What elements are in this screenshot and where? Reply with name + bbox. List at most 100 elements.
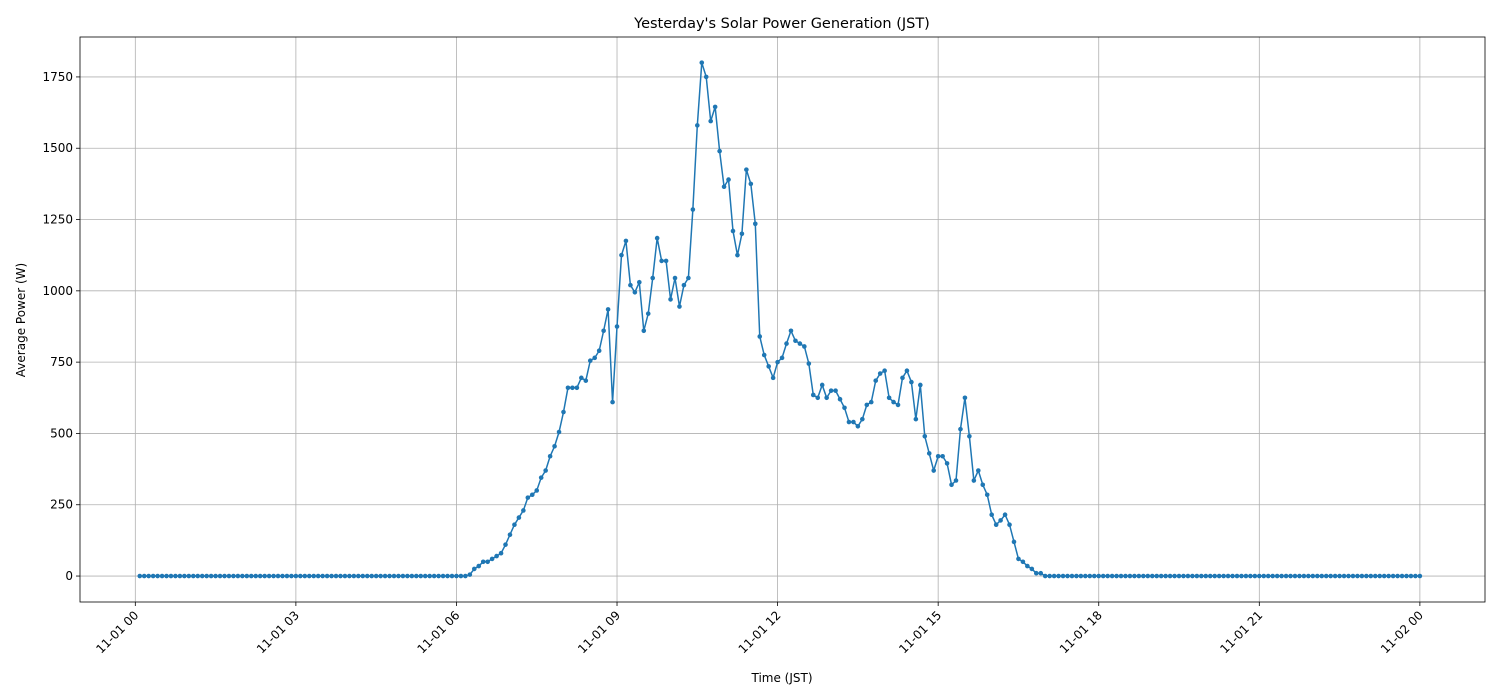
x-tick-label: 11-01 18	[1057, 608, 1105, 656]
point	[1225, 573, 1231, 579]
point	[1199, 573, 1204, 579]
point	[703, 74, 709, 80]
point	[1390, 573, 1396, 579]
y-tick-label: 500	[50, 426, 73, 440]
point	[1404, 573, 1409, 579]
point	[1288, 573, 1293, 579]
point	[757, 334, 763, 339]
point	[851, 419, 856, 425]
point	[922, 433, 928, 439]
point	[449, 573, 455, 579]
point	[1257, 573, 1262, 579]
point	[302, 573, 308, 579]
point	[1123, 573, 1128, 579]
point	[949, 482, 954, 488]
point	[1105, 573, 1110, 579]
point	[436, 573, 441, 579]
point	[1221, 573, 1226, 579]
point	[1109, 573, 1115, 579]
point	[784, 341, 789, 346]
point	[967, 433, 972, 439]
point	[837, 396, 843, 402]
point	[1145, 573, 1151, 579]
point	[989, 512, 994, 518]
point	[1239, 573, 1244, 579]
point	[735, 252, 740, 258]
point	[788, 328, 794, 334]
point	[1132, 573, 1137, 579]
point	[414, 573, 419, 579]
point	[824, 395, 829, 401]
point	[1194, 573, 1200, 579]
point	[690, 207, 696, 212]
y-tick-label: 250	[50, 498, 73, 512]
point	[1297, 573, 1302, 579]
point	[895, 402, 901, 408]
point	[592, 355, 598, 361]
point	[266, 573, 272, 579]
point	[918, 382, 923, 388]
point	[315, 573, 321, 579]
point	[1091, 573, 1097, 579]
point	[761, 352, 767, 358]
point	[534, 488, 540, 493]
point	[958, 426, 963, 432]
point	[173, 573, 178, 579]
point	[1154, 573, 1160, 579]
point	[645, 311, 651, 316]
point	[1230, 573, 1235, 579]
point	[752, 221, 758, 227]
point	[1252, 573, 1258, 579]
point	[962, 395, 968, 401]
point	[1301, 573, 1307, 579]
point	[583, 378, 589, 383]
point	[748, 181, 754, 187]
point	[868, 399, 874, 405]
point	[1319, 573, 1325, 579]
point	[503, 542, 508, 547]
point	[271, 573, 276, 579]
point	[204, 573, 209, 579]
point	[556, 429, 562, 435]
point	[1216, 573, 1222, 579]
point	[886, 395, 892, 401]
point	[1261, 573, 1267, 579]
point	[320, 573, 325, 579]
point	[650, 275, 656, 281]
point	[409, 573, 415, 579]
x-tick-label: 11-01 15	[896, 608, 944, 656]
point	[1038, 570, 1044, 576]
point	[1025, 563, 1030, 569]
point	[904, 368, 910, 373]
point	[802, 344, 807, 349]
point	[480, 559, 486, 565]
point	[668, 297, 673, 302]
point	[672, 275, 678, 281]
point	[574, 385, 580, 391]
point	[846, 419, 852, 425]
point	[699, 60, 705, 65]
point	[391, 573, 397, 579]
point	[1190, 573, 1195, 579]
y-tick-label: 0	[65, 569, 73, 583]
point	[489, 556, 495, 562]
x-tick-label: 11-01 12	[736, 608, 784, 656]
point	[262, 573, 267, 579]
point	[909, 379, 914, 385]
point	[1083, 573, 1088, 579]
point	[1279, 573, 1284, 579]
point	[913, 416, 919, 422]
point	[1047, 573, 1052, 579]
point	[306, 573, 312, 579]
point	[373, 573, 379, 579]
point	[454, 573, 459, 579]
point	[1029, 566, 1035, 572]
point	[155, 573, 160, 579]
y-axis-label: Average Power (W)	[14, 263, 28, 377]
point	[1310, 573, 1316, 579]
point	[579, 375, 584, 381]
point	[976, 468, 981, 473]
x-tick-label: 11-02 00	[1378, 608, 1426, 656]
point	[940, 453, 945, 459]
